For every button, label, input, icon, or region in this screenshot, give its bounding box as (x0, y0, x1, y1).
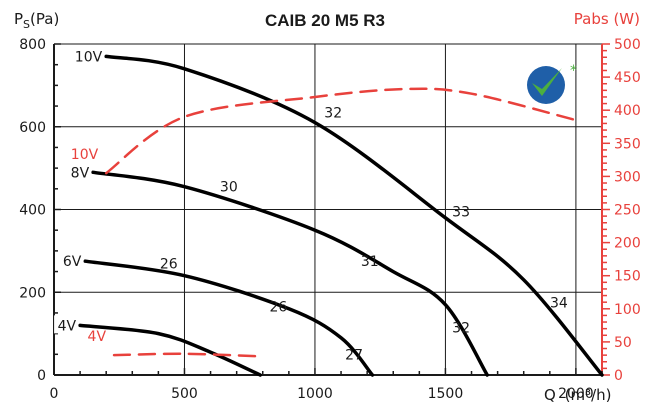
pressure-curve (78, 323, 262, 377)
curve-label-bg (71, 46, 105, 65)
left-tick-label: 0 (37, 368, 46, 384)
right-tick-label: 50 (614, 335, 632, 351)
x-tick-label: 2000 (558, 386, 594, 402)
efficiency-annotation: 30 (220, 180, 238, 196)
x-tick-label: 0 (50, 386, 59, 402)
efficiency-annotation: 26 (160, 256, 178, 272)
right-tick-label: 400 (614, 103, 641, 119)
left-axis-label: PS(Pa) (14, 10, 59, 31)
x-tick-label: 500 (171, 386, 198, 402)
curve-label-bg (59, 251, 84, 270)
x-axis-label-prefix: Q (544, 386, 556, 404)
power-curve (112, 352, 265, 358)
power-curve-label: 10V (71, 147, 99, 163)
pressure-curve (83, 259, 375, 377)
right-tick-label: 200 (614, 236, 641, 252)
efficiency-annotation: 26 (270, 300, 288, 316)
efficiency-annotation: 32 (452, 320, 470, 336)
curve-label-bg (67, 162, 92, 181)
left-tick-label: 600 (19, 120, 46, 136)
x-tick-label: 1500 (428, 386, 464, 402)
right-axis-label: Pabs (W) (574, 10, 640, 28)
pressure-curve (91, 170, 489, 377)
right-tick-label: 0 (614, 368, 623, 384)
right-tick-label: 500 (614, 37, 641, 53)
efficiency-annotation: 33 (452, 205, 470, 221)
efficiency-annotation: 31 (361, 254, 379, 270)
left-axis-label-main: P (14, 10, 23, 28)
efficiency-annotation: 34 (550, 296, 568, 312)
left-axis-label-unit: (Pa) (30, 10, 59, 28)
x-axis-label-unit: (m³/h) (565, 386, 612, 404)
logo-check-icon (532, 68, 562, 96)
labels-layer: 0200400600800050100150200250300350400450… (19, 37, 640, 402)
power-curve (104, 87, 578, 175)
right-tick-label: 350 (614, 136, 641, 152)
pressure-curve-label: 10V (75, 49, 103, 65)
series-layer (78, 54, 604, 377)
logo-star-icon: * (570, 63, 577, 79)
power-curve-label: 4V (88, 329, 107, 345)
x-axis-label: Q (m³/h) (544, 386, 611, 404)
x-tick-label: 1000 (297, 386, 333, 402)
pressure-curve (104, 54, 604, 377)
left-axis-label-sub: S (23, 18, 30, 31)
certification-logo: * (527, 63, 577, 104)
pressure-curve-label: 4V (58, 318, 77, 334)
left-tick-label: 800 (19, 37, 46, 53)
chart-title: CAIB 20 M5 R3 (265, 11, 385, 30)
grid (54, 43, 602, 375)
curve-label-bg (54, 315, 79, 334)
right-tick-label: 150 (614, 269, 641, 285)
pressure-curve-label: 8V (71, 165, 90, 181)
efficiency-annotation: 27 (345, 347, 363, 363)
right-tick-label: 450 (614, 70, 641, 86)
right-tick-label: 250 (614, 203, 641, 219)
right-tick-label: 100 (614, 302, 641, 318)
right-tick-label: 300 (614, 169, 641, 185)
left-tick-label: 400 (19, 203, 46, 219)
left-tick-label: 200 (19, 285, 46, 301)
axes (53, 43, 610, 376)
pressure-curve-label: 6V (63, 254, 82, 270)
efficiency-annotation: 32 (324, 105, 342, 121)
